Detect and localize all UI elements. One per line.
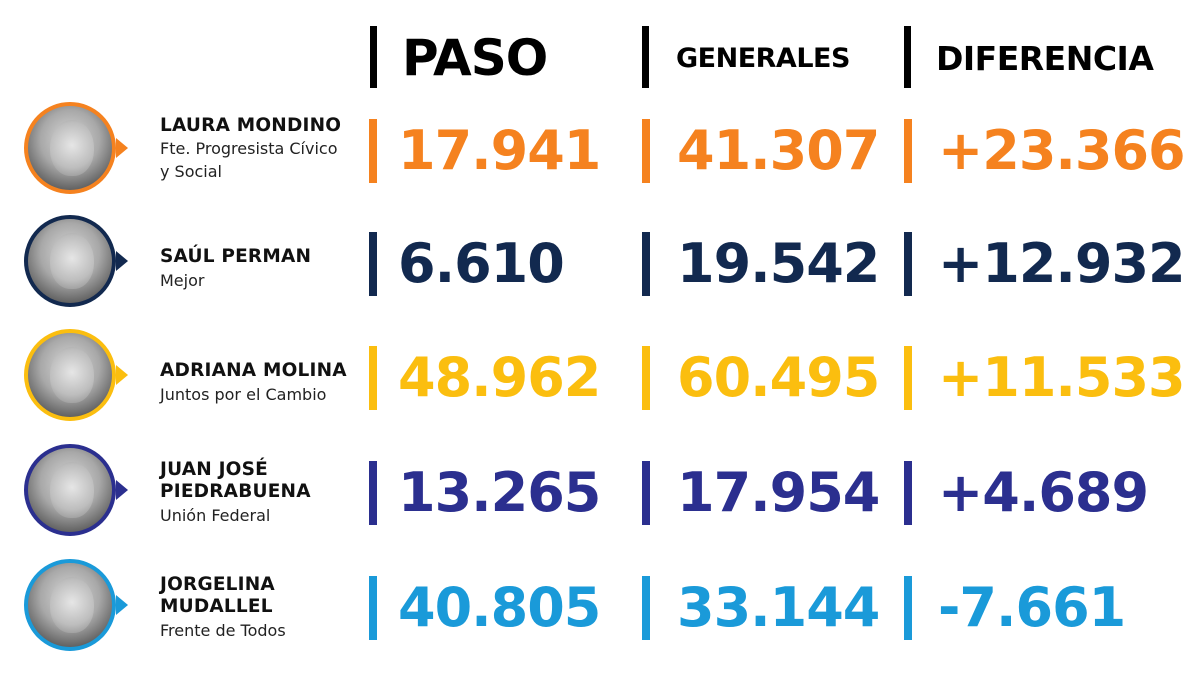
paso-value: 48.962	[398, 346, 601, 409]
table-row: LAURA MONDINO Fte. Progresista Cívico y …	[0, 95, 1200, 210]
candidate-party: Mejor	[160, 271, 205, 290]
diferencia-divider	[904, 576, 912, 640]
header-paso: PASO	[370, 26, 548, 90]
generales-divider	[642, 576, 650, 640]
diferencia-divider	[904, 346, 912, 410]
candidate-avatar	[24, 329, 116, 421]
candidate-avatar	[24, 102, 116, 194]
candidate-name: SAÚL PERMAN	[160, 246, 312, 267]
candidate-name-line2: PIEDRABUENA	[160, 481, 311, 502]
paso-value: 13.265	[398, 461, 601, 524]
candidate-name: ADRIANA MOLINA	[160, 360, 347, 381]
header-diferencia: DIFERENCIA	[904, 26, 1154, 90]
table-row: JUAN JOSÉ PIEDRABUENA Unión Federal 13.2…	[0, 437, 1200, 552]
generales-value: 60.495	[677, 346, 880, 409]
generales-divider	[642, 346, 650, 410]
generales-divider	[642, 232, 650, 296]
generales-value: 41.307	[677, 119, 880, 182]
paso-divider	[369, 119, 377, 183]
diferencia-divider	[904, 232, 912, 296]
pointer-arrow-icon	[116, 138, 128, 158]
paso-divider	[369, 232, 377, 296]
generales-value: 17.954	[677, 461, 880, 524]
pointer-arrow-icon	[116, 595, 128, 615]
candidate-avatar	[24, 215, 116, 307]
diferencia-value: +23.366	[938, 119, 1186, 182]
candidate-party: Fte. Progresista Cívico	[160, 139, 338, 158]
diferencia-value: +11.533	[938, 346, 1186, 409]
header-paso-label: PASO	[402, 29, 548, 87]
paso-value: 17.941	[398, 119, 601, 182]
pointer-arrow-icon	[116, 365, 128, 385]
candidate-photo-icon	[50, 577, 94, 633]
header-generales-label: GENERALES	[676, 42, 850, 74]
table-row: SAÚL PERMAN Mejor 6.610 19.542 +12.932	[0, 208, 1200, 323]
diferencia-divider	[904, 119, 912, 183]
column-headers: PASO GENERALES DIFERENCIA	[0, 26, 1200, 90]
header-divider	[904, 26, 911, 88]
paso-value: 40.805	[398, 576, 601, 639]
candidate-photo-icon	[50, 462, 94, 518]
generales-divider	[642, 461, 650, 525]
header-divider	[642, 26, 649, 88]
candidate-party-line2: y Social	[160, 162, 222, 181]
header-diferencia-label: DIFERENCIA	[936, 38, 1154, 78]
candidate-photo-icon	[50, 120, 94, 176]
header-generales: GENERALES	[642, 26, 850, 90]
diferencia-value: +4.689	[938, 461, 1149, 524]
candidate-photo-icon	[50, 233, 94, 289]
generales-value: 19.542	[677, 232, 880, 295]
candidate-party: Juntos por el Cambio	[160, 385, 327, 404]
paso-divider	[369, 461, 377, 525]
paso-divider	[369, 576, 377, 640]
candidate-name-line2: MUDALLEL	[160, 596, 273, 617]
header-divider	[370, 26, 377, 88]
diferencia-divider	[904, 461, 912, 525]
candidate-photo-icon	[50, 347, 94, 403]
candidate-name: JUAN JOSÉ	[160, 459, 268, 480]
candidate-name: LAURA MONDINO	[160, 115, 342, 136]
generales-value: 33.144	[677, 576, 880, 639]
diferencia-value: -7.661	[938, 576, 1126, 639]
table-row: JORGELINA MUDALLEL Frente de Todos 40.80…	[0, 552, 1200, 667]
table-row: ADRIANA MOLINA Juntos por el Cambio 48.9…	[0, 322, 1200, 437]
paso-divider	[369, 346, 377, 410]
diferencia-value: +12.932	[938, 232, 1186, 295]
candidate-party: Unión Federal	[160, 506, 271, 525]
pointer-arrow-icon	[116, 480, 128, 500]
candidate-avatar	[24, 559, 116, 651]
paso-value: 6.610	[398, 232, 565, 295]
candidate-name: JORGELINA	[160, 574, 275, 595]
generales-divider	[642, 119, 650, 183]
candidate-avatar	[24, 444, 116, 536]
pointer-arrow-icon	[116, 251, 128, 271]
candidate-party: Frente de Todos	[160, 621, 286, 640]
